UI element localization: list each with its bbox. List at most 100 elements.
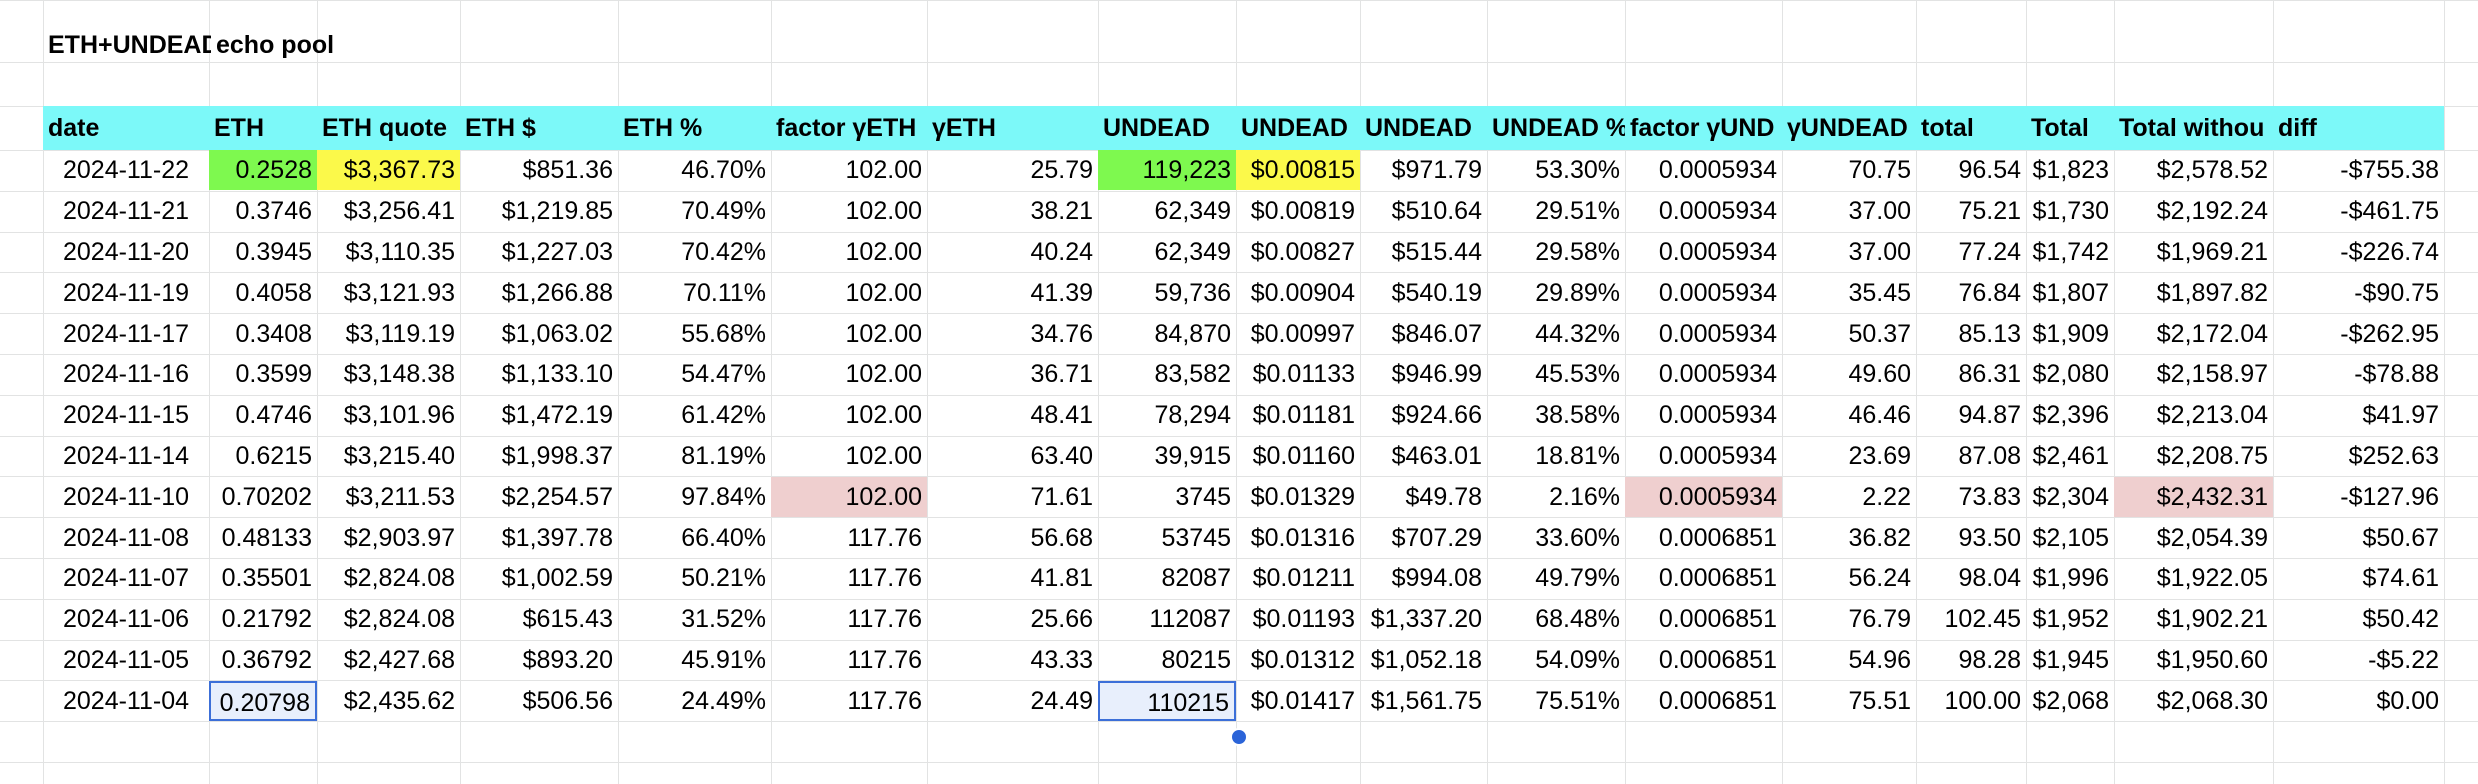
table-cell[interactable]: $2,208.75 [2156, 442, 2268, 470]
header-cell[interactable]: factor γUND [1630, 114, 1775, 142]
table-cell[interactable]: $2,172.04 [2156, 319, 2268, 348]
header-cell[interactable]: Total [2031, 114, 2089, 142]
header-cell[interactable]: diff [2278, 114, 2317, 142]
table-cell[interactable]: 2.22 [1862, 482, 1911, 511]
table-cell[interactable]: $2,427.68 [343, 646, 455, 674]
table-cell[interactable]: 96.54 [1958, 156, 2021, 185]
table-cell[interactable]: $540.19 [1391, 278, 1482, 307]
table-cell[interactable]: 50.21% [681, 564, 766, 593]
fill-handle[interactable] [1230, 728, 1248, 746]
table-cell[interactable]: 0.0005934 [1658, 401, 1777, 430]
table-cell[interactable]: $3,119.19 [345, 319, 455, 348]
table-cell[interactable]: 71.61 [1030, 482, 1093, 511]
table-cell[interactable]: -$127.96 [2340, 482, 2439, 511]
table-cell[interactable]: $49.78 [1405, 482, 1482, 511]
table-cell[interactable]: 0.0005934 [1658, 319, 1777, 348]
table-cell[interactable]: 29.58% [1535, 238, 1620, 266]
table-cell[interactable]: $707.29 [1391, 523, 1482, 552]
table-cell[interactable]: 46.70% [681, 156, 766, 185]
table-cell[interactable]: 38.21 [1030, 197, 1093, 226]
table-cell[interactable]: $1,052.18 [1370, 646, 1482, 674]
table-cell[interactable]: 37.00 [1848, 197, 1911, 226]
table-cell[interactable]: 117.76 [847, 686, 922, 715]
date-cell[interactable]: 2024-11-15 [62, 401, 190, 430]
table-cell[interactable]: $1,950.60 [2156, 646, 2268, 674]
table-cell[interactable]: 68.48% [1535, 605, 1620, 634]
table-cell[interactable]: 29.89% [1535, 278, 1620, 307]
table-cell[interactable]: 76.84 [1958, 278, 2021, 307]
table-cell[interactable]: 102.00 [845, 360, 922, 389]
table-cell[interactable]: -$5.22 [2368, 646, 2439, 674]
table-cell[interactable]: $41.97 [2362, 401, 2439, 430]
table-cell[interactable]: $1,897.82 [2156, 278, 2268, 307]
table-cell[interactable]: 33.60% [1535, 523, 1620, 552]
table-cell[interactable]: 102.00 [771, 476, 927, 517]
table-cell[interactable]: $506.56 [522, 686, 613, 715]
table-cell[interactable]: 29.51% [1535, 197, 1620, 226]
table-cell[interactable]: 66.40% [681, 523, 766, 552]
date-cell[interactable]: 2024-11-05 [62, 646, 190, 674]
table-cell[interactable]: $1,133.10 [501, 360, 613, 389]
table-cell[interactable]: 70.49% [681, 197, 766, 226]
table-cell[interactable]: $2,105 [2032, 523, 2109, 552]
table-cell[interactable]: $846.07 [1391, 319, 1482, 348]
table-cell[interactable]: 100.00 [1944, 686, 2021, 715]
title-cell-a1[interactable]: ETH+UNDEAD [48, 31, 211, 59]
table-cell[interactable]: 0.35501 [221, 564, 312, 593]
table-cell[interactable]: 76.79 [1848, 605, 1911, 634]
table-cell[interactable]: 0.0005934 [1658, 278, 1777, 307]
table-cell[interactable]: 48.41 [1030, 401, 1093, 430]
table-cell[interactable]: 117.76 [847, 523, 922, 552]
date-cell[interactable]: 2024-11-07 [62, 564, 190, 593]
table-cell[interactable]: 0.48133 [221, 523, 312, 552]
table-cell[interactable]: $252.63 [2348, 442, 2439, 470]
table-cell[interactable]: $1,996 [2032, 564, 2109, 593]
table-cell[interactable]: 0.0005934 [1658, 442, 1777, 470]
date-cell[interactable]: 2024-11-20 [62, 238, 190, 266]
table-cell[interactable]: $994.08 [1391, 564, 1482, 593]
table-cell[interactable]: $50.67 [2362, 523, 2439, 552]
date-cell[interactable]: 2024-11-17 [62, 319, 190, 348]
table-cell[interactable]: 44.32% [1535, 319, 1620, 348]
table-cell[interactable]: $0.01312 [1250, 646, 1355, 674]
table-cell[interactable]: $3,101.96 [343, 401, 455, 430]
table-cell[interactable]: 31.52% [681, 605, 766, 634]
table-cell[interactable]: 82087 [1161, 564, 1231, 593]
table-cell[interactable]: 75.51% [1535, 686, 1620, 715]
table-cell[interactable]: $2,068 [2032, 686, 2109, 715]
table-cell[interactable]: $2,158.97 [2156, 360, 2268, 389]
table-cell[interactable]: $924.66 [1391, 401, 1482, 430]
table-cell[interactable]: 0.3408 [235, 319, 312, 348]
table-cell[interactable]: $1,998.37 [501, 442, 613, 470]
table-cell[interactable]: 0.0006851 [1658, 686, 1777, 715]
table-cell[interactable]: 77.24 [1958, 238, 2021, 266]
table-cell[interactable]: $1,337.20 [1370, 605, 1482, 634]
table-cell[interactable]: 50.37 [1848, 319, 1911, 348]
table-cell[interactable]: -$90.75 [2354, 278, 2439, 307]
table-cell[interactable]: $2,054.39 [2156, 523, 2268, 552]
table-cell[interactable]: $0.01211 [1252, 564, 1355, 593]
table-cell[interactable]: 81.19% [681, 442, 766, 470]
table-cell[interactable]: $1,219.85 [501, 197, 613, 226]
table-cell[interactable]: $615.43 [522, 605, 613, 634]
table-cell[interactable]: $2,254.57 [501, 482, 613, 511]
table-cell[interactable]: 3745 [1175, 482, 1231, 511]
table-cell[interactable]: 59,736 [1154, 278, 1231, 307]
table-cell[interactable]: $0.01181 [1252, 401, 1355, 430]
table-cell[interactable]: $1,909 [2032, 319, 2109, 348]
table-cell[interactable]: 36.71 [1030, 360, 1093, 389]
table-cell[interactable]: 94.87 [1958, 401, 2021, 430]
table-cell[interactable]: 70.42% [681, 238, 766, 266]
table-cell[interactable]: 75.51 [1848, 686, 1911, 715]
table-cell[interactable]: 102.00 [845, 156, 922, 185]
table-cell[interactable]: $1,266.88 [501, 278, 613, 307]
table-cell[interactable]: 73.83 [1958, 482, 2021, 511]
table-cell[interactable]: 119,223 [1098, 150, 1236, 191]
table-cell[interactable]: 25.79 [1030, 156, 1093, 185]
table-cell[interactable]: 0.3746 [235, 197, 312, 226]
date-cell[interactable]: 2024-11-22 [62, 156, 190, 185]
table-cell[interactable]: 0.21792 [221, 605, 312, 634]
table-cell[interactable]: 98.28 [1958, 646, 2021, 674]
header-cell[interactable]: UNDEAD [1103, 114, 1210, 142]
table-cell[interactable]: 25.66 [1030, 605, 1093, 634]
